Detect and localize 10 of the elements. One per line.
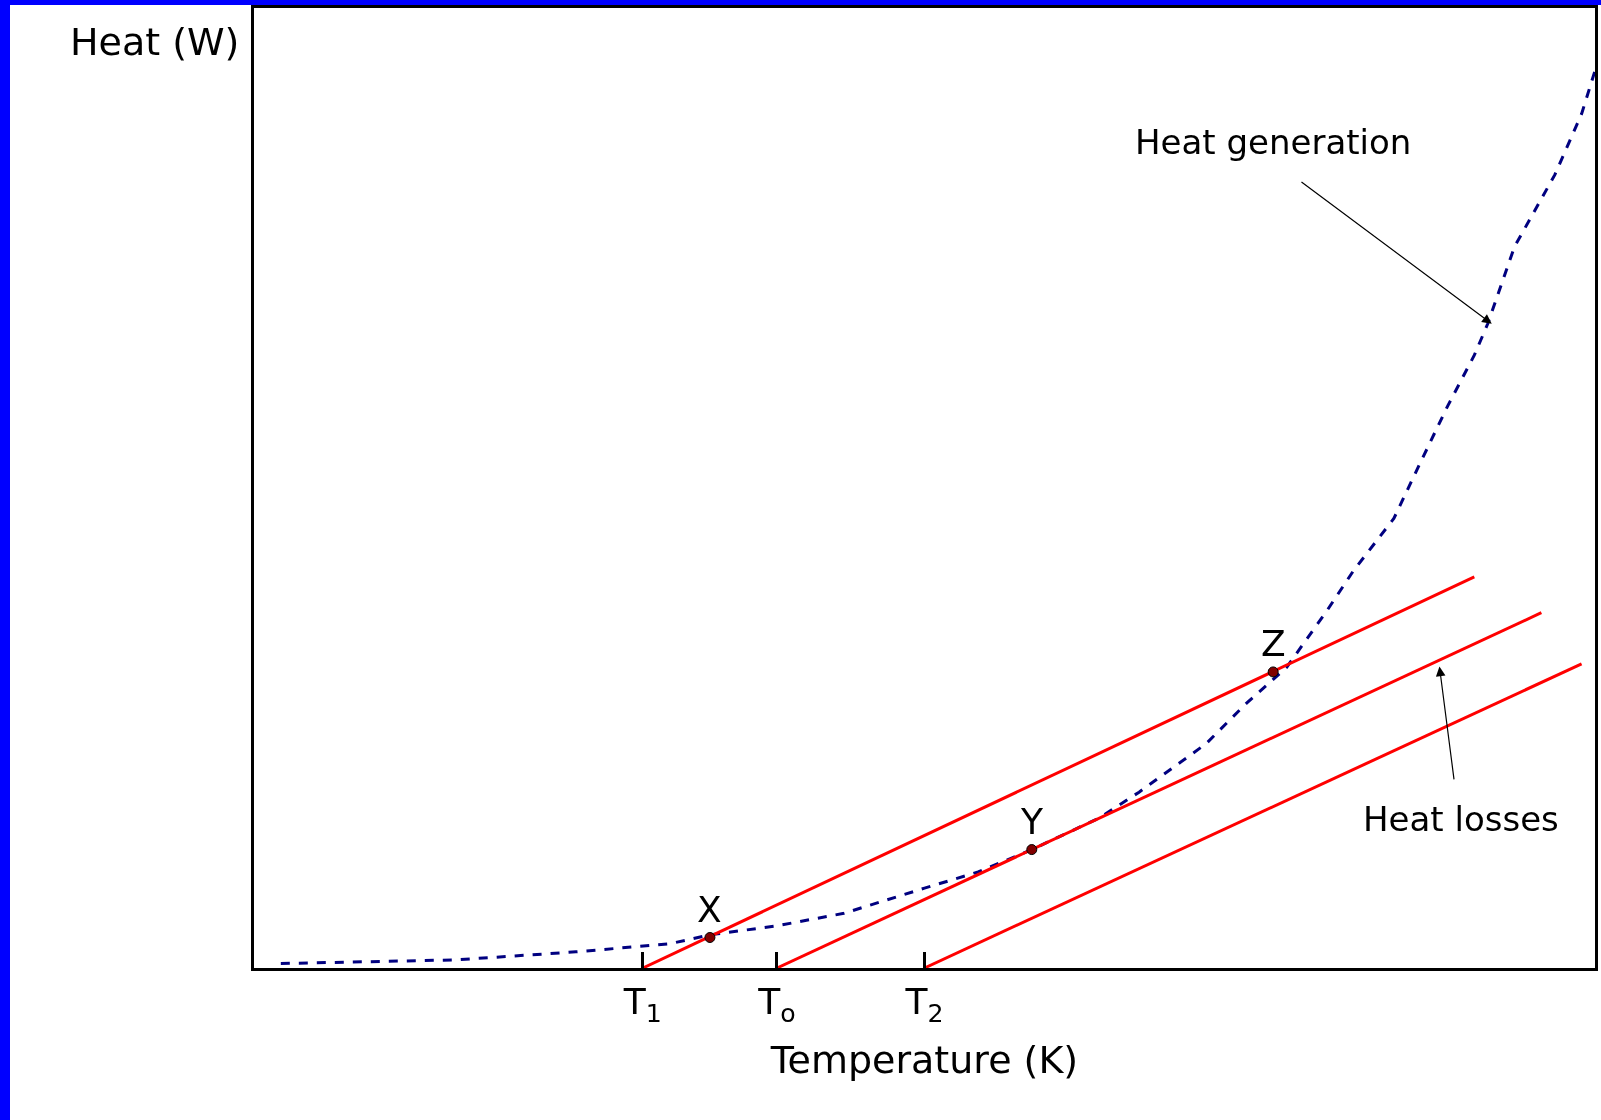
annotation: Y xyxy=(1020,801,1044,842)
annotation: X xyxy=(697,889,722,930)
x-tick-label: T$_{o}$ xyxy=(757,981,796,1028)
y-axis-title: Heat (W) xyxy=(70,20,240,64)
x-tick-label: T$_{1}$ xyxy=(622,981,662,1028)
annotation: Heat losses xyxy=(1363,799,1559,839)
annotation: Z xyxy=(1261,623,1286,664)
x-axis-title: Temperature (K) xyxy=(769,1037,1079,1082)
annotation: Heat generation xyxy=(1135,122,1412,162)
x-tick-label: T$_{2}$ xyxy=(904,981,944,1028)
